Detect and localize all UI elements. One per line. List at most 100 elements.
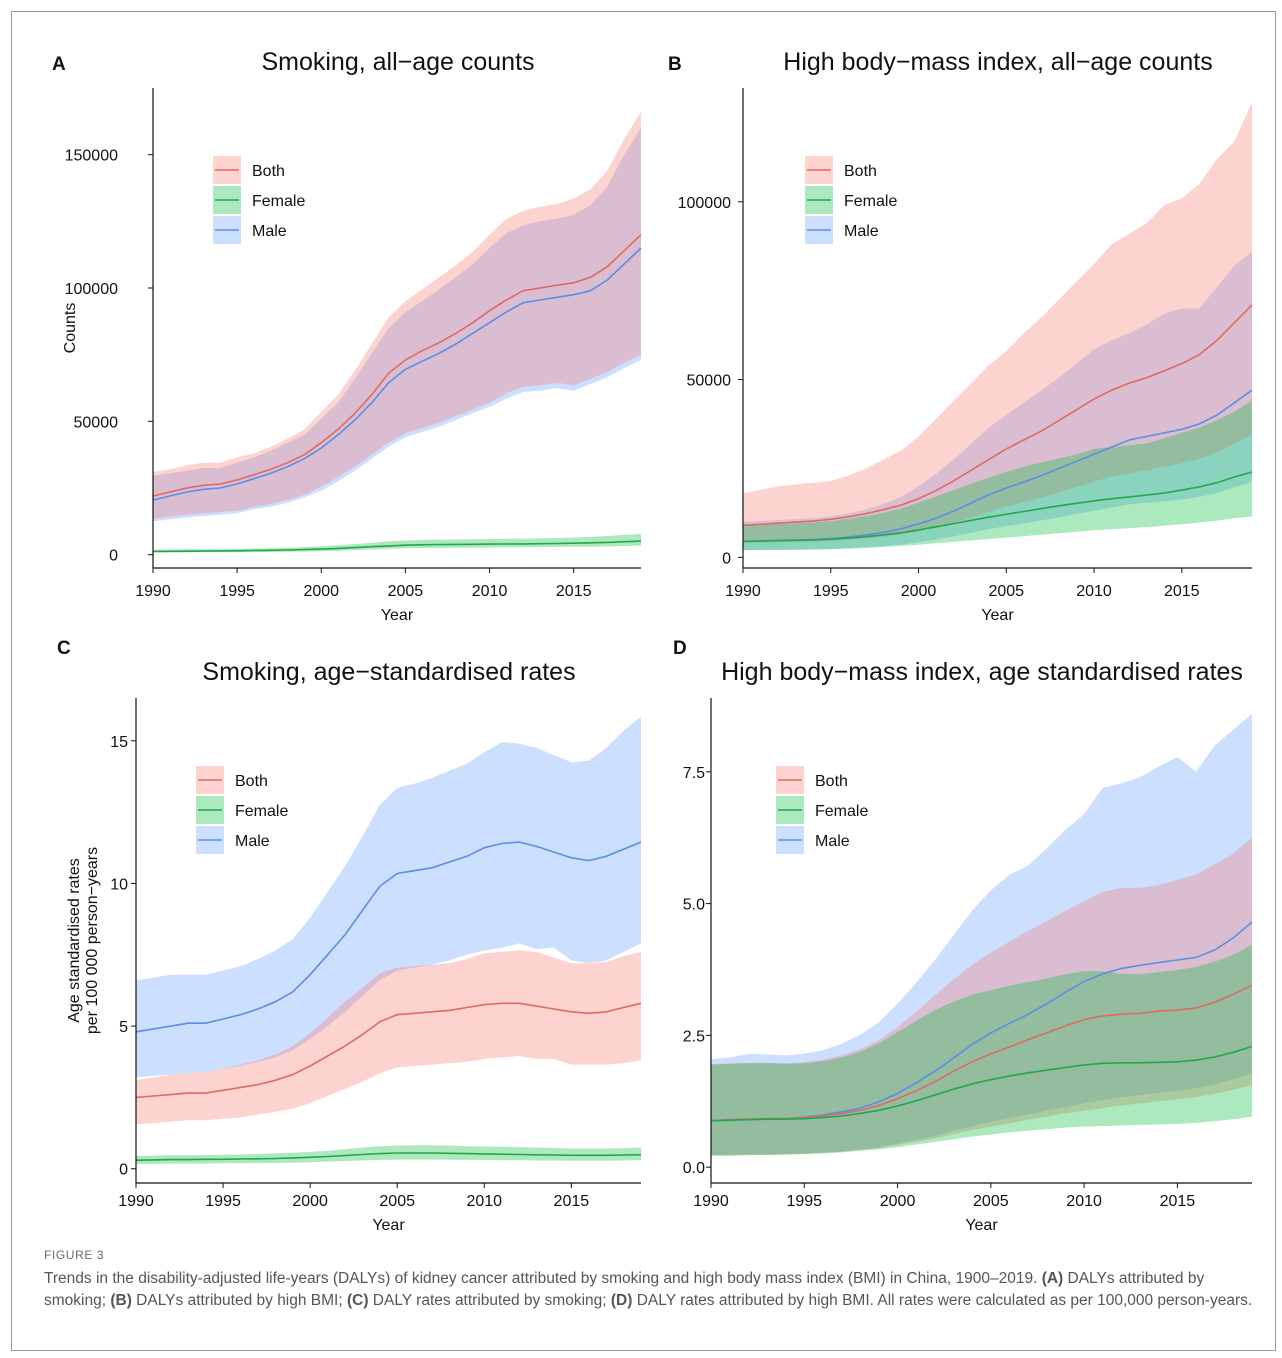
x-tick-label: 2005 (379, 1193, 415, 1210)
x-tick-label: 2010 (472, 583, 508, 600)
figure-label: FIGURE 3 (44, 1248, 105, 1262)
series-line-both (710, 984, 1253, 1122)
figure-frame (11, 11, 1276, 1351)
chart-title: High body−mass index, age standardised r… (721, 658, 1243, 686)
y-tick-label: 150000 (65, 148, 118, 165)
panel-letter: D (673, 638, 687, 659)
series-line-both (152, 234, 642, 497)
x-tick-label: 1990 (693, 1193, 729, 1210)
legend-label-male: Male (844, 223, 879, 240)
legend-label-female: Female (235, 803, 288, 820)
x-tick-label: 2015 (1164, 583, 1200, 600)
panel-letter: C (57, 638, 71, 659)
series-line-female (742, 471, 1253, 543)
uncertainty-band-male (711, 713, 1252, 1156)
caption-panel-ref: (A) (1041, 1270, 1064, 1287)
x-tick-label: 2005 (988, 583, 1024, 600)
series-line-male (152, 247, 642, 501)
uncertainty-band-female (711, 944, 1252, 1156)
legend-label-female: Female (815, 803, 868, 820)
y-axis-label: Counts (62, 303, 79, 354)
figure-caption: Trends in the disability-adjusted life-y… (44, 1268, 1264, 1312)
x-tick-label: 2005 (973, 1193, 1009, 1210)
legend-label-female: Female (844, 193, 897, 210)
x-tick-label: 1995 (205, 1193, 241, 1210)
legend-label-both: Both (815, 773, 848, 790)
x-tick-label: 2005 (388, 583, 424, 600)
caption-panel-ref: (D) (610, 1292, 633, 1309)
uncertainty-band-female (153, 533, 641, 553)
x-tick-label: 1990 (725, 583, 761, 600)
x-tick-label: 2000 (901, 583, 937, 600)
y-tick-label: 0 (109, 548, 118, 565)
chart-title: Smoking, all−age counts (261, 48, 534, 76)
series-line-female (152, 540, 642, 553)
y-tick-label: 10 (110, 876, 128, 893)
y-tick-label: 7.5 (683, 765, 705, 782)
x-tick-label: 1990 (135, 583, 171, 600)
y-tick-label: 2.5 (683, 1028, 705, 1045)
x-tick-label: 2010 (1066, 1193, 1102, 1210)
legend: Both Female Male (213, 156, 305, 244)
uncertainty-band-male (153, 128, 641, 522)
legend-label-male: Male (235, 833, 270, 850)
chart-panel-b: B High body−mass index, all−age counts 0 50… (668, 48, 1253, 624)
x-tick-label: 2000 (303, 583, 339, 600)
x-tick-label: 2015 (556, 583, 592, 600)
y-tick-label: 0.0 (683, 1160, 705, 1177)
figure-charts: A Smoking, all−age counts0500001000001500… (52, 48, 1253, 1234)
series-line-female (135, 1152, 642, 1161)
y-tick-label: 50000 (74, 414, 119, 431)
y-axis-label-line: Age standardised rates (66, 858, 83, 1023)
y-tick-label: 0 (119, 1162, 128, 1179)
series-line-male (135, 841, 642, 1033)
y-tick-label: 50000 (687, 373, 732, 390)
uncertainty-band-both (136, 950, 641, 1125)
x-axis-label: Year (381, 607, 414, 624)
uncertainty-band-both (153, 112, 641, 519)
legend-label-both: Both (252, 163, 285, 180)
legend-label-both: Both (844, 163, 877, 180)
caption-text: Trends in the disability-adjusted life-y… (44, 1270, 1042, 1287)
series-line-both (135, 1002, 642, 1099)
x-tick-label: 2010 (1076, 583, 1112, 600)
series-line-both (742, 304, 1253, 527)
legend-label-male: Male (815, 833, 850, 850)
uncertainty-band-both (743, 102, 1252, 544)
x-tick-label: 2010 (466, 1193, 502, 1210)
uncertainty-band-female (743, 400, 1252, 551)
chart-panel-c: C Smoking, age−standardised rates 0 5 10 15 19… (57, 638, 642, 1234)
legend-label-female: Female (252, 193, 305, 210)
chart-panel-d: D High body−mass index, age standardised … (673, 638, 1253, 1234)
x-axis-label: Year (965, 1217, 998, 1234)
y-axis-label-line: per 100 000 person−years (84, 847, 101, 1034)
y-tick-label: 100000 (678, 195, 731, 212)
caption-panel-ref: (C) (346, 1292, 369, 1309)
panel-letter: B (668, 54, 682, 75)
series-line-female (710, 1045, 1253, 1122)
y-tick-label: 5 (119, 1019, 128, 1036)
x-axis-label: Year (981, 607, 1014, 624)
y-tick-label: 15 (110, 734, 128, 751)
x-tick-label: 1995 (813, 583, 849, 600)
uncertainty-band-both (711, 837, 1252, 1156)
caption-text: DALY rates attributed by smoking; (368, 1292, 611, 1309)
legend: Both Female Male (805, 156, 897, 244)
y-axis-label: Age standardised ratesper 100 000 person… (66, 847, 101, 1034)
y-tick-label: 5.0 (683, 897, 705, 914)
caption-text: DALYs attributed by high BMI; (131, 1292, 347, 1309)
caption-panel-ref: (B) (110, 1292, 132, 1309)
x-tick-label: 2000 (292, 1193, 328, 1210)
panel-letter: A (52, 54, 66, 75)
legend: Both Female Male (196, 766, 288, 854)
y-tick-label: 100000 (65, 281, 118, 298)
legend: Both Female Male (776, 766, 868, 854)
caption-text: DALY rates attributed by high BMI. All r… (632, 1292, 1253, 1309)
x-tick-label: 1995 (786, 1193, 822, 1210)
x-axis-label: Year (372, 1217, 405, 1234)
legend-label-male: Male (252, 223, 287, 240)
x-tick-label: 1995 (219, 583, 255, 600)
chart-panel-a: A Smoking, all−age counts 0 50000 100000 1500… (52, 48, 642, 624)
x-tick-label: 2015 (554, 1193, 590, 1210)
x-tick-label: 2000 (880, 1193, 916, 1210)
